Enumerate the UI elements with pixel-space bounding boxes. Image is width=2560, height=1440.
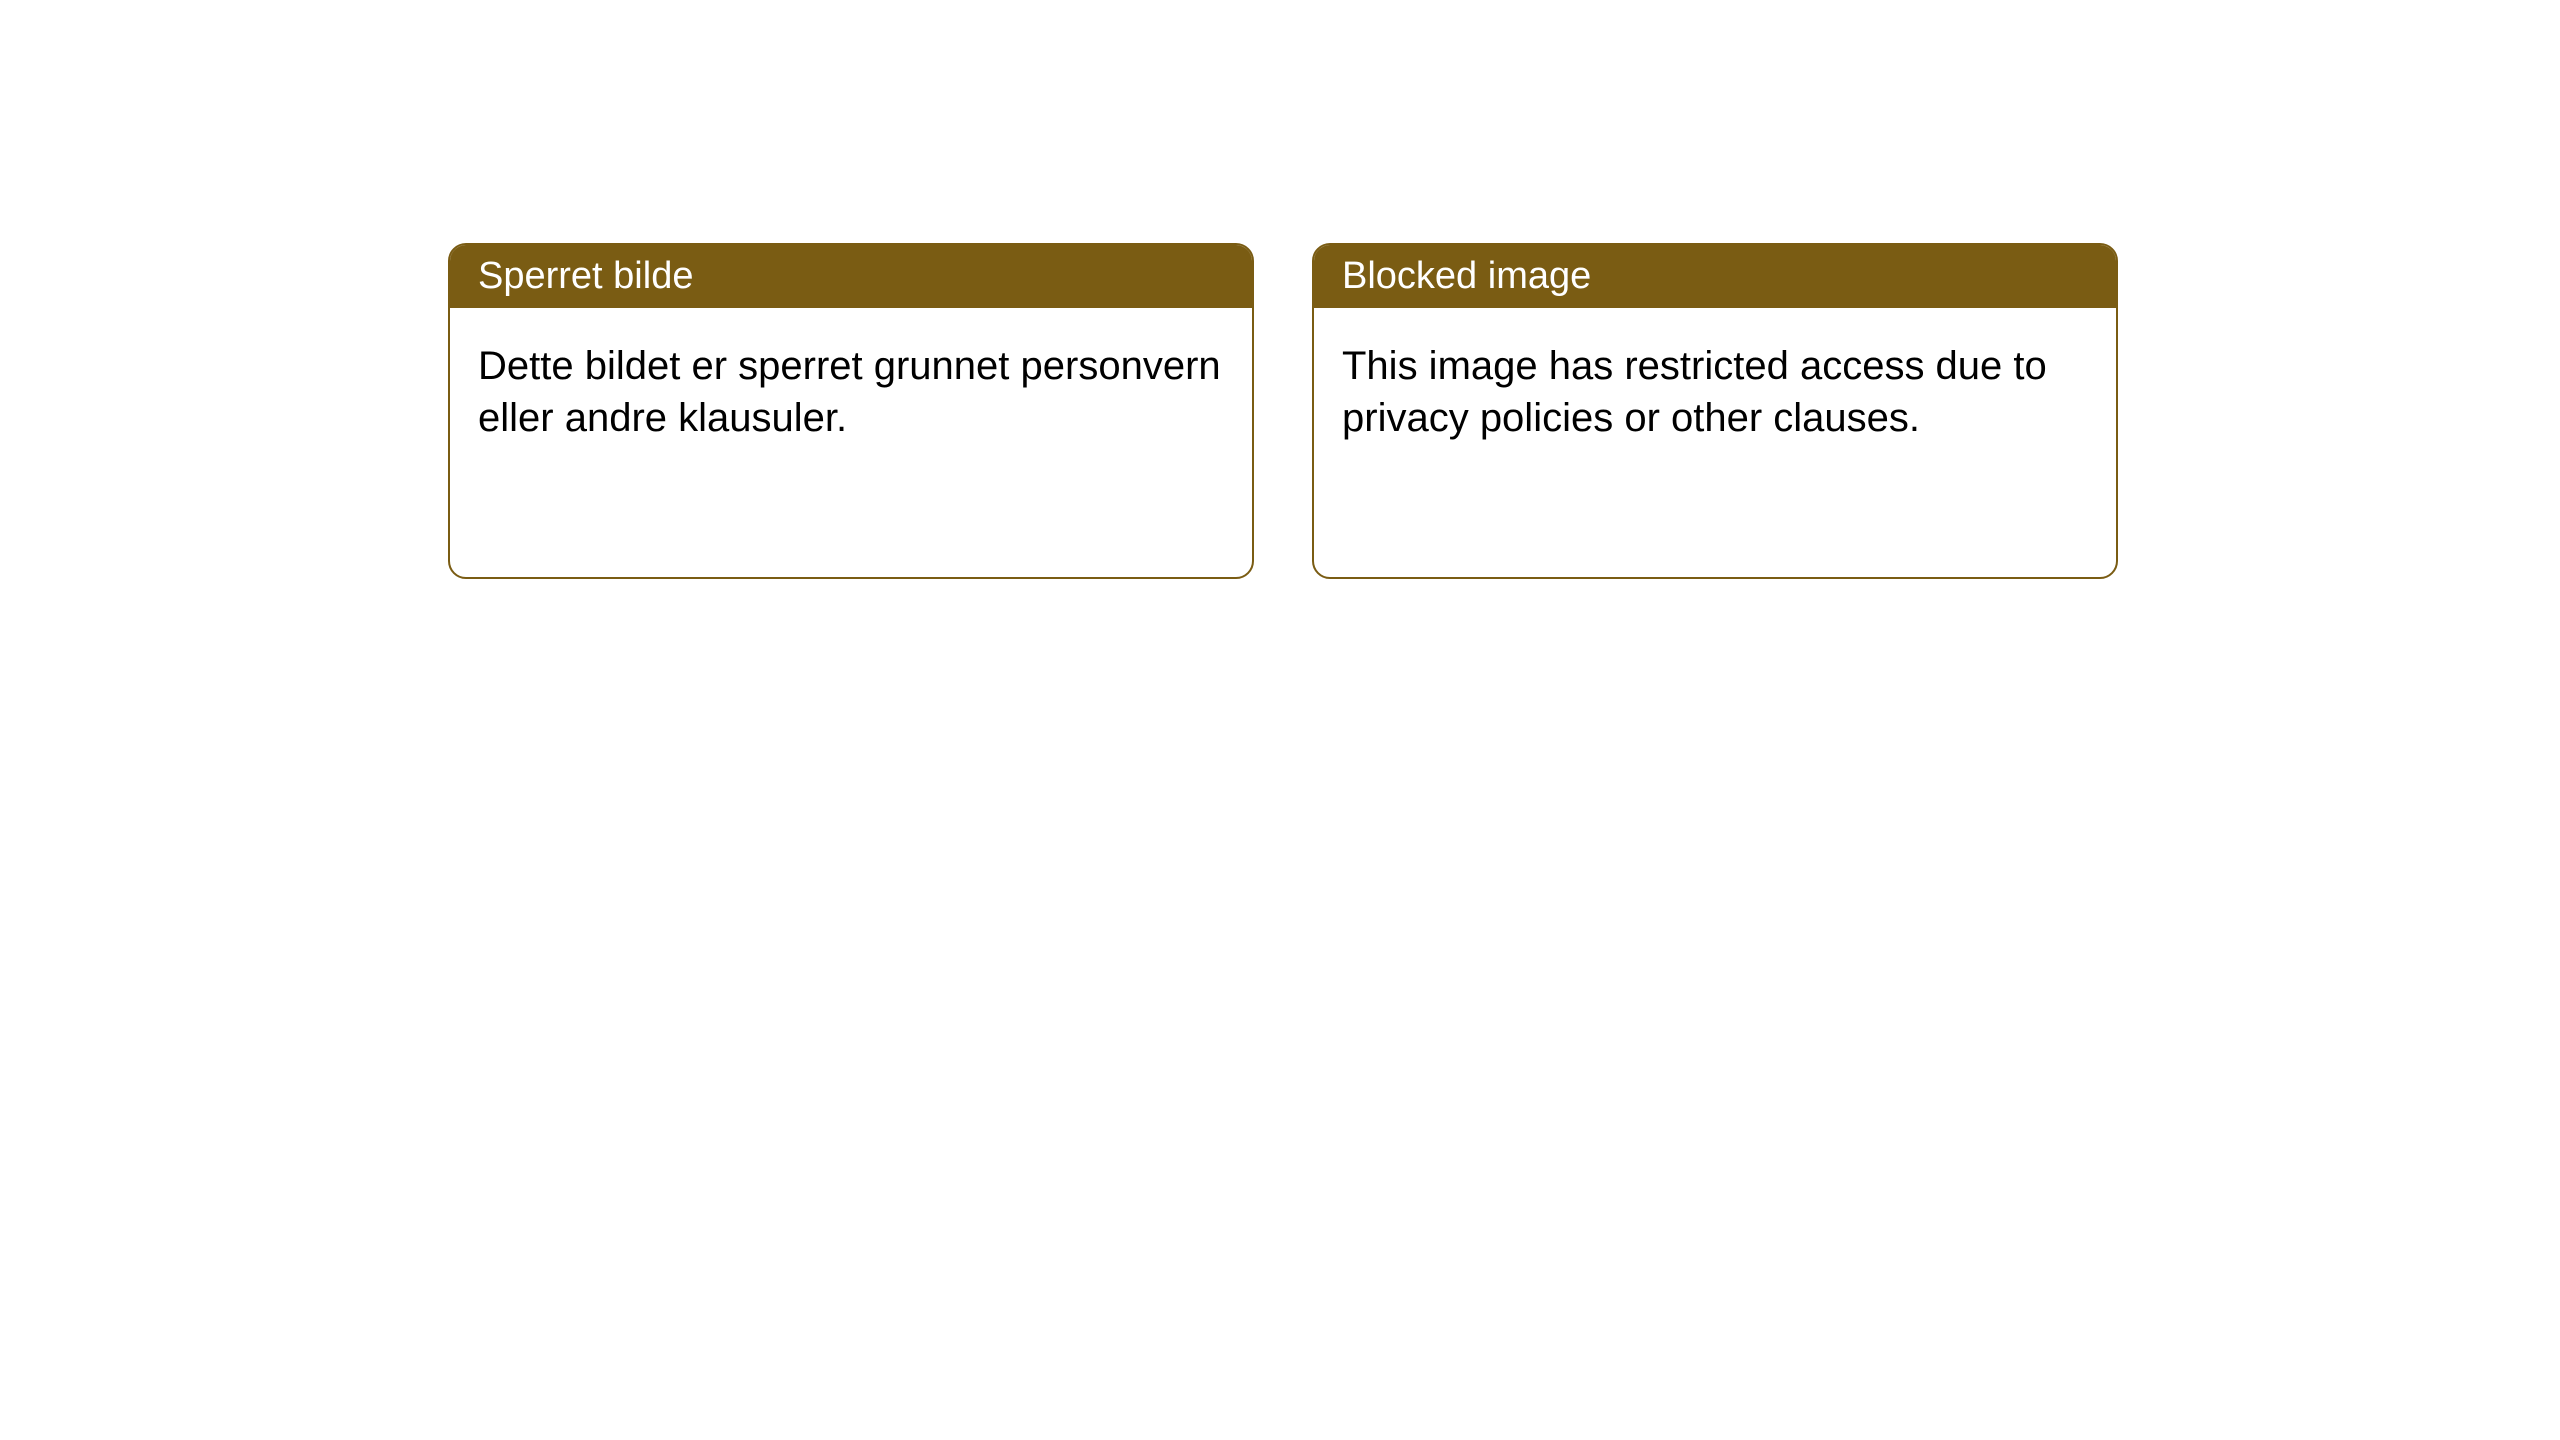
card-title: Sperret bilde (478, 255, 693, 297)
notice-card-english: Blocked image This image has restricted … (1312, 243, 2118, 579)
notice-card-norwegian: Sperret bilde Dette bildet er sperret gr… (448, 243, 1254, 579)
card-body: This image has restricted access due to … (1314, 308, 2116, 476)
card-body-text: This image has restricted access due to … (1342, 344, 2047, 440)
card-body: Dette bildet er sperret grunnet personve… (450, 308, 1252, 476)
card-body-text: Dette bildet er sperret grunnet personve… (478, 344, 1221, 440)
card-header: Blocked image (1314, 245, 2116, 308)
card-header: Sperret bilde (450, 245, 1252, 308)
card-title: Blocked image (1342, 255, 1591, 297)
notice-container: Sperret bilde Dette bildet er sperret gr… (448, 243, 2118, 579)
